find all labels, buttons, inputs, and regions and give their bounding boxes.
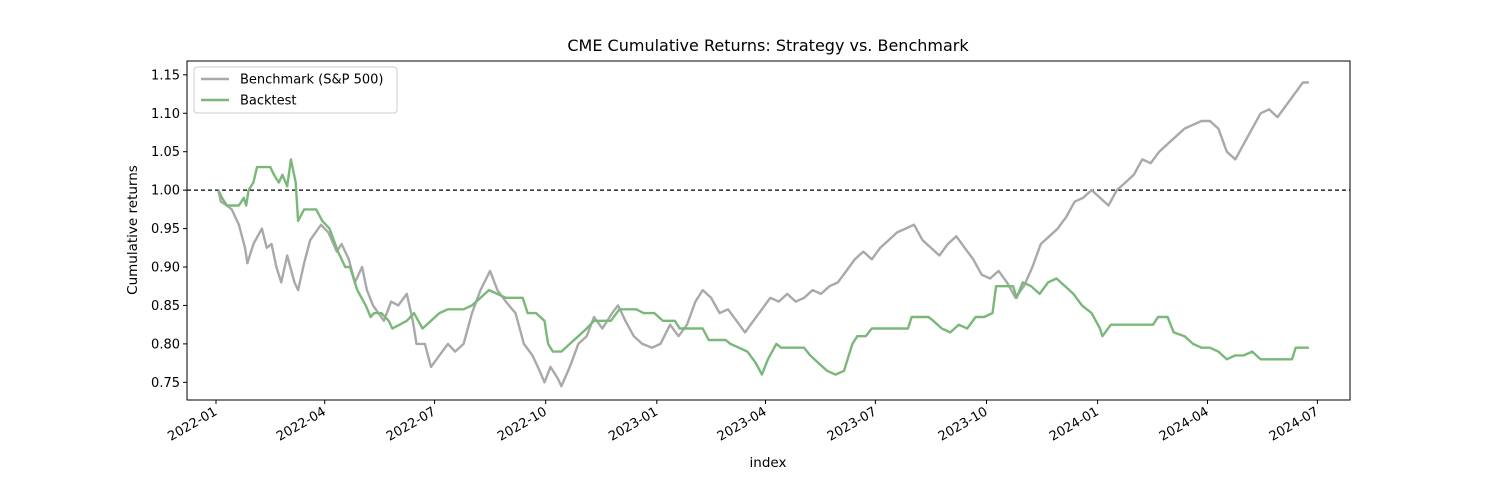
- y-tick-label: 0.80: [151, 337, 180, 352]
- x-axis-label: index: [750, 455, 787, 471]
- legend-label: Backtest: [240, 94, 297, 109]
- series-line-backtest: [217, 158, 1309, 376]
- series-layer: [217, 81, 1309, 388]
- legend-box: [193, 66, 398, 114]
- y-tick-label: 1.10: [151, 107, 180, 122]
- y-tick-label: 0.75: [151, 376, 180, 391]
- y-tick-label: 0.85: [151, 299, 180, 314]
- y-axis: 0.75 0.80 0.85 0.90 0.95 1.00 1.05 1.10 1.15: [151, 68, 187, 391]
- y-axis-label: Cumulative returns: [125, 165, 141, 295]
- legend: Benchmark (S&P 500) Backtest: [193, 66, 398, 114]
- chart-title: CME Cumulative Returns: Strategy vs. Ben…: [567, 36, 969, 55]
- y-tick-label: 0.90: [151, 261, 180, 276]
- y-tick-label: 1.05: [151, 145, 180, 160]
- series-line-benchmark: [217, 81, 1309, 388]
- y-tick-label: 0.95: [151, 222, 180, 237]
- plot-frame: [186, 60, 1351, 401]
- y-tick-label: 1.00: [151, 184, 180, 199]
- legend-label: Benchmark (S&P 500): [240, 73, 384, 88]
- y-tick-label: 1.15: [151, 68, 180, 83]
